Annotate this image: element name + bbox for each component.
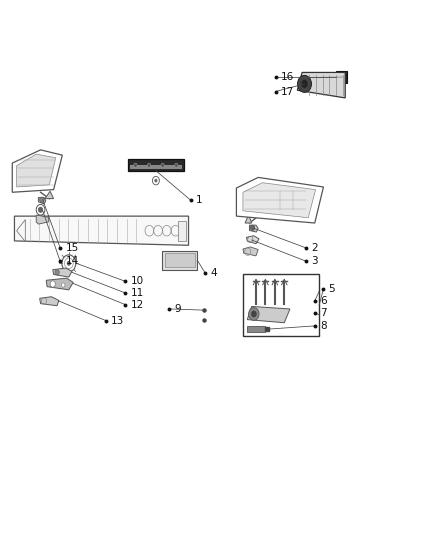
Bar — [127, 159, 184, 171]
Polygon shape — [237, 177, 323, 223]
Polygon shape — [17, 154, 56, 187]
Circle shape — [50, 281, 55, 287]
Circle shape — [61, 283, 65, 287]
Text: 1: 1 — [196, 195, 202, 205]
Text: 7: 7 — [320, 308, 327, 318]
Polygon shape — [297, 72, 345, 98]
Polygon shape — [12, 150, 62, 192]
Polygon shape — [245, 215, 252, 223]
Bar — [243, 274, 319, 336]
Circle shape — [147, 163, 151, 167]
Circle shape — [152, 176, 159, 185]
Polygon shape — [46, 278, 73, 290]
Circle shape — [67, 261, 71, 265]
Text: 13: 13 — [111, 316, 124, 326]
Text: 5: 5 — [328, 284, 336, 294]
Circle shape — [301, 79, 308, 88]
Polygon shape — [36, 215, 48, 224]
Text: 4: 4 — [210, 268, 217, 278]
Text: 11: 11 — [131, 288, 144, 298]
Polygon shape — [40, 297, 59, 306]
Polygon shape — [250, 225, 258, 232]
Circle shape — [297, 75, 311, 92]
Text: 2: 2 — [311, 243, 318, 253]
Bar — [165, 253, 195, 267]
Text: 12: 12 — [131, 300, 144, 310]
Polygon shape — [243, 183, 316, 217]
Circle shape — [134, 163, 137, 167]
Circle shape — [340, 75, 343, 78]
Polygon shape — [14, 216, 188, 245]
Circle shape — [40, 197, 44, 203]
Circle shape — [251, 311, 256, 317]
Polygon shape — [39, 198, 46, 204]
Text: 16: 16 — [281, 71, 294, 82]
Polygon shape — [45, 191, 53, 199]
Bar — [247, 326, 265, 332]
Circle shape — [55, 270, 59, 275]
Circle shape — [39, 207, 43, 213]
Text: 8: 8 — [320, 321, 327, 331]
Bar — [336, 71, 346, 83]
Circle shape — [161, 163, 164, 167]
Text: 6: 6 — [320, 296, 327, 306]
Bar — [130, 165, 182, 169]
Text: 14: 14 — [65, 256, 78, 266]
Polygon shape — [247, 236, 259, 244]
Polygon shape — [243, 247, 258, 256]
Circle shape — [251, 225, 254, 230]
Text: 10: 10 — [131, 276, 144, 286]
Circle shape — [175, 163, 178, 167]
Text: 17: 17 — [281, 86, 294, 96]
Text: 9: 9 — [174, 304, 181, 314]
Circle shape — [155, 179, 157, 182]
Polygon shape — [247, 306, 290, 322]
Bar — [162, 251, 197, 270]
Bar — [178, 221, 186, 241]
Circle shape — [338, 73, 344, 80]
Text: 15: 15 — [65, 243, 78, 253]
Text: 3: 3 — [311, 256, 318, 266]
Circle shape — [249, 308, 259, 320]
Polygon shape — [53, 268, 72, 277]
